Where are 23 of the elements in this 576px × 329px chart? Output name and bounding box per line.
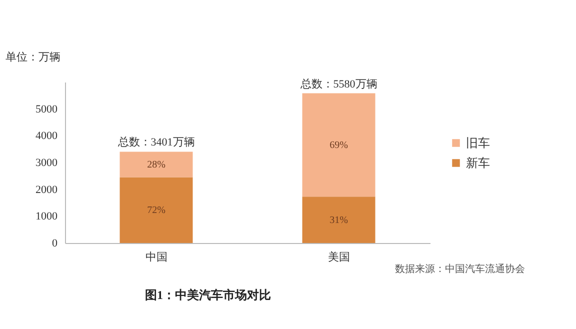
source-note: 数据来源：中国汽车流通协会 [395, 262, 526, 276]
annotation: 69% [330, 140, 348, 151]
total-label: 总数：3401万辆 [116, 136, 195, 149]
bar [120, 152, 193, 178]
y-tick-label: 3000 [36, 157, 58, 169]
text: 图1：中美汽车市场对比 [145, 288, 271, 302]
bar [302, 93, 376, 197]
y-tick-label: 1000 [36, 210, 58, 223]
y-tick-label: 5000 [36, 103, 58, 116]
annotation: 28% [147, 160, 166, 171]
y-tick-label: 4000 [36, 130, 58, 142]
annotation: 72% [147, 205, 166, 216]
y-axis-title: 单位：万辆 [6, 50, 60, 64]
total-label: 总数：5580万辆 [299, 77, 378, 90]
x-tick-label: 美国 [328, 250, 350, 264]
x-tick-label: 中国 [145, 250, 168, 264]
annotation: 31% [330, 214, 348, 226]
legend-label: 新车 [466, 156, 490, 170]
bar [120, 177, 193, 243]
bar [302, 196, 376, 243]
legend-label: 旧车 [466, 136, 490, 150]
y-tick-label: 0 [52, 238, 58, 250]
y-tick-label: 2000 [36, 184, 58, 196]
